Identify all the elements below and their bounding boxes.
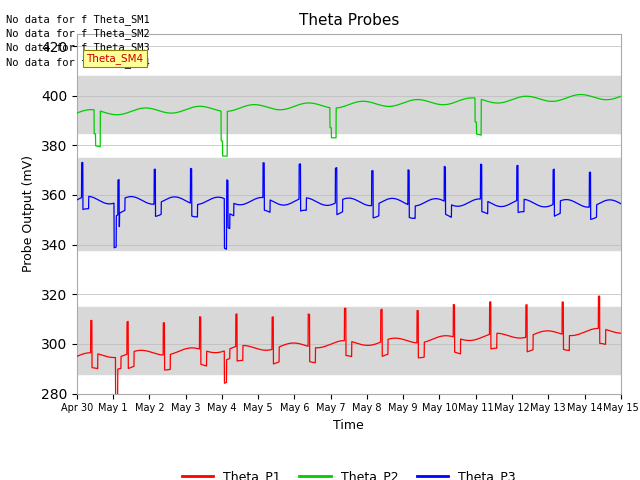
Text: No data for f Theta_SM2: No data for f Theta_SM2: [6, 28, 150, 39]
X-axis label: Time: Time: [333, 419, 364, 432]
Legend: Theta_P1, Theta_P2, Theta_P3: Theta_P1, Theta_P2, Theta_P3: [177, 465, 521, 480]
Text: No data for f Theta_SM3: No data for f Theta_SM3: [6, 42, 150, 53]
Y-axis label: Probe Output (mV): Probe Output (mV): [22, 155, 35, 272]
Bar: [77, 158, 621, 250]
Bar: [77, 76, 621, 133]
Bar: [77, 307, 621, 374]
Title: Theta Probes: Theta Probes: [299, 13, 399, 28]
Text: Theta_SM4: Theta_SM4: [86, 53, 143, 64]
Text: No data for f Theta_SM1: No data for f Theta_SM1: [6, 13, 150, 24]
Text: No data for f Theta_SM4: No data for f Theta_SM4: [6, 57, 150, 68]
